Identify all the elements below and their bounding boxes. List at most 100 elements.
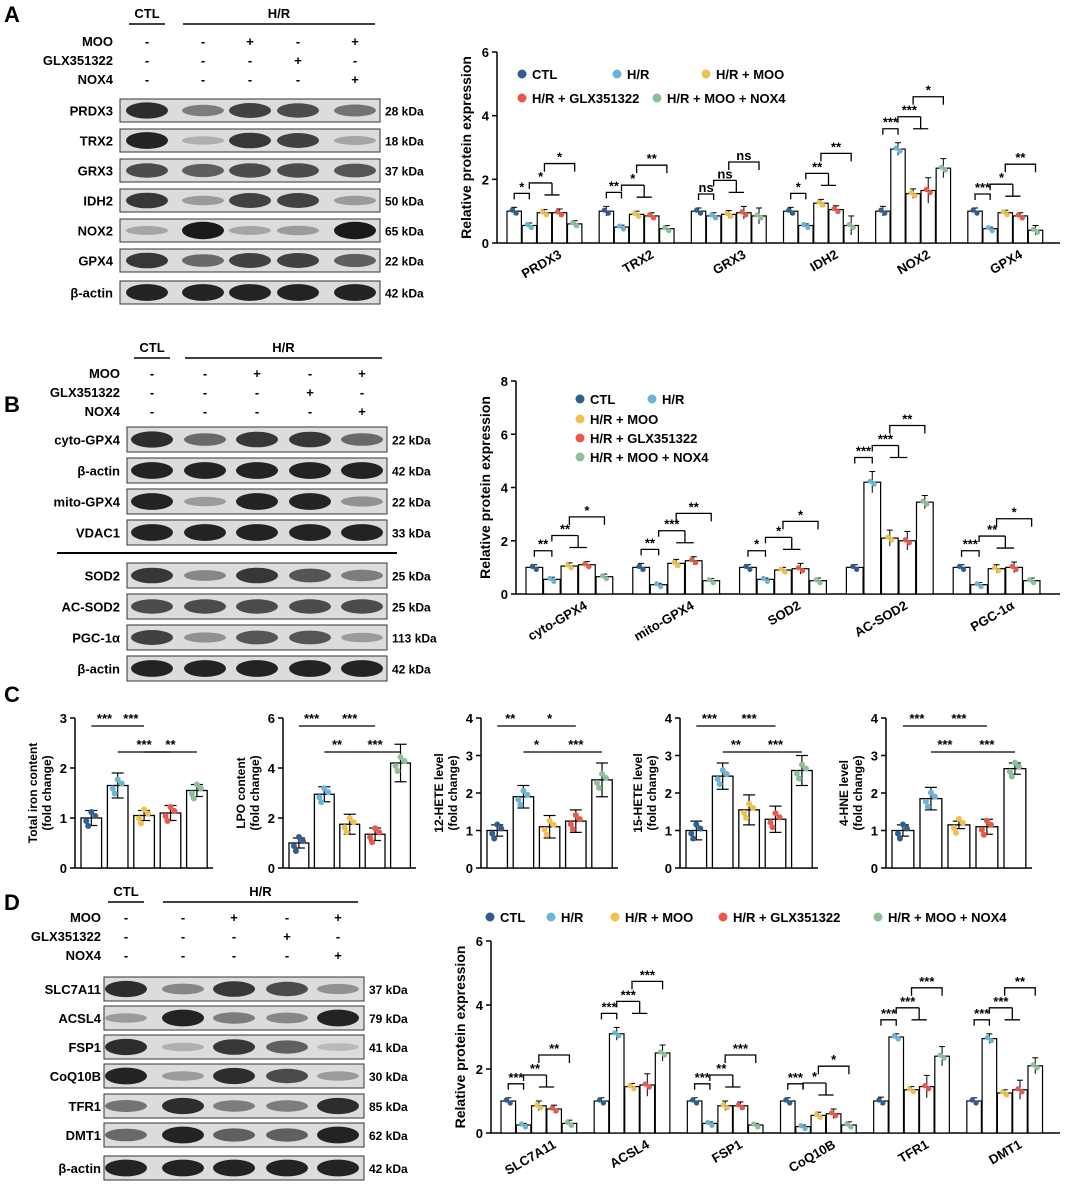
data-point — [706, 577, 712, 583]
blot-band — [334, 253, 376, 268]
data-point — [778, 566, 784, 572]
data-point — [299, 838, 306, 844]
blot-band — [341, 632, 383, 643]
blot-row-label: NOX2 — [78, 224, 113, 239]
bar — [966, 1100, 982, 1134]
blot-row-label: PRDX3 — [70, 104, 113, 119]
blot-row-label: TFR1 — [69, 1099, 102, 1114]
significance-label: *** — [342, 711, 358, 726]
bar — [185, 789, 208, 869]
y-tick-label: 1 — [665, 824, 672, 839]
significance-label: ns — [717, 166, 732, 181]
data-point — [782, 569, 788, 575]
y-tick-label: 4 — [268, 761, 276, 776]
treatment-sign: - — [201, 72, 205, 87]
blot-band — [341, 569, 383, 582]
data-point — [1000, 209, 1006, 215]
data-point — [848, 1124, 854, 1130]
data-point — [83, 818, 90, 824]
significance-bracket — [880, 1019, 897, 1026]
significance-bracket — [693, 1083, 711, 1090]
data-point — [735, 1102, 742, 1108]
significance-label: ns — [699, 180, 714, 195]
bar — [536, 212, 553, 244]
data-point — [1015, 1086, 1021, 1092]
blot-band — [236, 431, 278, 448]
treatment-label: NOX4 — [78, 72, 114, 87]
y-tick-label: 2 — [466, 786, 473, 801]
y-tick-label: 2 — [476, 1062, 483, 1077]
data-point — [136, 815, 143, 822]
y-tick-label: 0 — [466, 861, 473, 876]
data-point — [714, 776, 721, 783]
data-point — [392, 763, 399, 769]
significance-bracket — [871, 444, 908, 459]
treatment-sign: - — [248, 53, 252, 68]
blot-row-label: mito-GPX4 — [54, 495, 121, 510]
data-point — [372, 825, 379, 832]
data-point — [783, 1097, 789, 1103]
data-point — [529, 563, 535, 569]
significance-bracket — [1004, 987, 1036, 996]
significance-bracket — [910, 987, 943, 996]
blot-row-label: β-actin — [70, 286, 113, 301]
bar — [813, 202, 829, 244]
data-point — [632, 210, 638, 216]
blot-band — [277, 193, 319, 208]
blot-row-label: β-actin — [77, 464, 120, 479]
blot-band — [266, 1012, 308, 1024]
data-point — [550, 821, 557, 828]
data-point — [528, 224, 534, 231]
y-tick-label: 2 — [871, 786, 878, 801]
bar — [782, 210, 799, 244]
blot-band — [229, 253, 271, 268]
data-point — [882, 210, 888, 216]
treatment-sign: - — [336, 929, 340, 944]
significance-bracket — [960, 550, 980, 557]
treatment-sign: - — [203, 404, 207, 419]
data-point — [920, 498, 926, 504]
y-tick-label: 8 — [501, 374, 508, 389]
significance-bracket — [635, 164, 668, 174]
significance-bracket — [538, 1054, 571, 1063]
blot-band — [126, 163, 168, 178]
treatment-sign: - — [360, 385, 364, 400]
legend-swatch — [575, 452, 585, 462]
kda-label: 30 kDa — [369, 1070, 408, 1084]
data-point — [799, 568, 806, 574]
significance-bracket — [658, 530, 694, 544]
data-point — [906, 540, 912, 546]
significance-label: *** — [304, 711, 320, 726]
blot-band — [184, 599, 226, 614]
data-point — [720, 1102, 726, 1108]
data-point — [603, 576, 610, 582]
treatment-sign: - — [285, 948, 289, 963]
blot-band — [334, 163, 376, 178]
y-tick-label: 0 — [482, 236, 489, 251]
data-point — [570, 220, 576, 226]
significance-label: *** — [695, 1070, 711, 1085]
significance-label: * — [926, 83, 932, 98]
data-point — [891, 1033, 897, 1039]
data-point — [798, 1123, 804, 1129]
data-point — [515, 796, 522, 803]
treatment-sign: + — [358, 366, 366, 381]
x-tick-label: TRX2 — [620, 247, 656, 277]
bar — [967, 210, 983, 244]
blot-band — [266, 981, 308, 997]
data-point — [924, 501, 930, 507]
significance-label: *** — [993, 994, 1009, 1009]
hr-header: H/R — [268, 6, 291, 21]
data-point — [1030, 1062, 1036, 1068]
data-point — [760, 575, 767, 581]
data-point — [927, 789, 934, 796]
blot-band — [334, 104, 376, 117]
treatment-sign: + — [294, 53, 302, 68]
significance-label: *** — [902, 103, 918, 118]
significance-label: ** — [902, 412, 913, 427]
data-point — [553, 1108, 559, 1114]
data-point — [518, 1121, 525, 1127]
data-point — [666, 228, 672, 234]
data-point — [750, 804, 757, 811]
kda-label: 42 kDa — [385, 287, 424, 301]
